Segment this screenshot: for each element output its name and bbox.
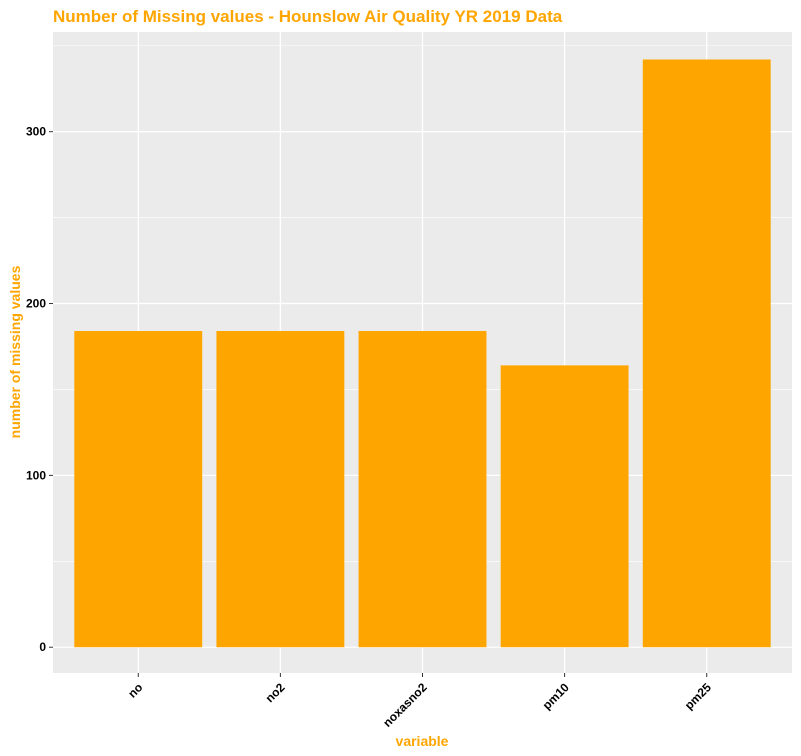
x-tick-label: pm25 (682, 680, 714, 712)
x-tick-label: pm10 (540, 680, 572, 712)
bar-pm25 (642, 59, 771, 648)
bar-no2 (216, 331, 345, 648)
x-axis-ticks: no no2 noxasno2 pm10 pm25 (125, 673, 714, 730)
bar-no (74, 331, 203, 648)
bars-group (74, 59, 771, 648)
y-axis-title: number of missing values (7, 265, 23, 438)
y-tick-label: 200 (26, 297, 46, 311)
y-tick-label: 300 (26, 125, 46, 139)
x-tick-label: no2 (263, 680, 288, 705)
x-axis-title: variable (396, 733, 449, 749)
x-tick-label: no (125, 680, 145, 700)
x-tick-label: noxasno2 (380, 680, 430, 730)
y-tick-label: 0 (39, 640, 46, 654)
bar-noxasno2 (358, 331, 487, 648)
y-axis-ticks: 0 100 200 300 (26, 125, 53, 654)
bar-pm10 (500, 365, 629, 648)
y-tick-label: 100 (26, 468, 46, 482)
chart-title: Number of Missing values - Hounslow Air … (53, 7, 563, 26)
